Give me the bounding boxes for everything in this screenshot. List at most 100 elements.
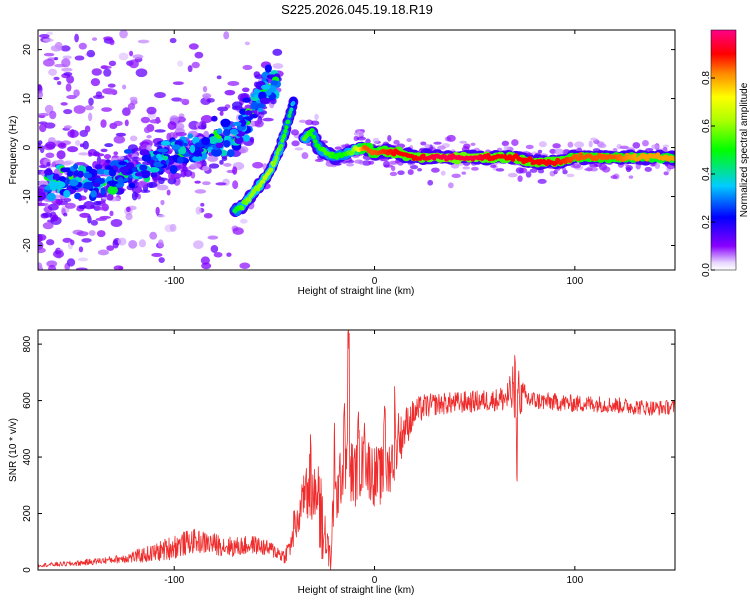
spectrogram-noise-blob	[70, 129, 75, 138]
spectrogram-halo-blob	[56, 150, 66, 160]
spectrogram-halo-blob	[254, 119, 264, 128]
spectrogram-ridge-blob	[67, 171, 73, 177]
spectrogram-noise-blob	[43, 52, 55, 57]
spectrogram-halo-blob	[219, 110, 224, 116]
spectrogram-noise-blob	[113, 265, 124, 270]
spectrogram-ridge-blob	[189, 144, 196, 154]
spectrogram-noise-blob	[90, 78, 101, 87]
spectrogram-noise-blob	[135, 68, 148, 78]
spectrogram-ridge-blob	[94, 177, 106, 185]
spectrogram-x-tick-label: -100	[164, 276, 184, 287]
spectrogram-halo-blob	[644, 166, 652, 172]
spectrogram-noise-blob	[239, 262, 251, 269]
spectrogram-noise-blob	[112, 239, 119, 249]
spectrogram-noise-blob	[88, 230, 96, 236]
spectrogram-noise-blob	[108, 60, 117, 67]
spectrogram-noise-blob	[107, 83, 116, 88]
spectrogram-halo-blob	[134, 192, 139, 198]
spectrogram-ridge-blob	[169, 164, 178, 174]
spectrogram-halo-blob	[202, 165, 210, 172]
spectrogram-noise-blob	[42, 222, 54, 230]
spectrogram-noise-blob	[132, 54, 144, 60]
spectrogram-flat-ridge-blob	[311, 134, 317, 140]
spectrogram-ridge-blob	[264, 64, 272, 73]
spectrogram-halo-blob	[628, 175, 634, 179]
spectrogram-halo-blob	[393, 139, 400, 145]
spectrogram-noise-blob	[151, 252, 163, 258]
spectrogram-halo-blob	[511, 139, 519, 147]
spectrogram-ridge-blob	[60, 167, 69, 173]
spectrogram-ridge-blob	[156, 153, 162, 159]
spectrogram-halo-blob	[356, 136, 367, 141]
spectrogram-noise-blob	[242, 64, 253, 71]
spectrogram-steep-ridge-blob	[247, 197, 252, 203]
spectrogram-noise-blob	[42, 38, 54, 42]
spectrogram-ridge-blob	[56, 181, 66, 188]
spectrogram-noise-blob	[216, 75, 222, 80]
spectrogram-ridge-blob	[259, 97, 271, 105]
spectrogram-noise-blob	[194, 189, 207, 194]
spectrogram-noise-blob	[125, 212, 133, 221]
spectrogram-noise-blob	[200, 202, 205, 207]
spectrogram-noise-blob	[210, 245, 219, 253]
spectrogram-halo-blob	[525, 144, 534, 150]
spectrogram-halo-blob	[87, 149, 98, 156]
spectrogram-noise-blob	[61, 58, 71, 68]
snr-x-tick-label: 0	[372, 575, 378, 586]
spectrogram-halo-blob	[291, 140, 300, 147]
spectrogram-noise-blob	[200, 256, 210, 265]
spectrogram-halo-blob	[115, 132, 127, 137]
spectrogram-halo-blob	[57, 142, 67, 149]
spectrogram-halo-blob	[406, 138, 412, 143]
spectrogram-halo-blob	[80, 176, 86, 181]
spectrogram-noise-blob	[106, 245, 115, 251]
spectrogram-ridge-blob	[107, 185, 118, 195]
spectrogram-noise-blob	[76, 231, 89, 237]
spectrogram-noise-blob	[61, 67, 73, 72]
spectrogram-halo-blob	[189, 163, 202, 169]
spectrogram-noise-blob	[155, 206, 160, 216]
spectrogram-noise-blob	[100, 119, 107, 128]
spectrogram-noise-blob	[118, 52, 129, 61]
spectrogram-ridge-blob	[255, 103, 266, 109]
spectrogram-halo-blob	[572, 163, 582, 169]
spectrogram-ridge-blob	[63, 189, 71, 198]
spectrogram-halo-blob	[51, 214, 59, 222]
spectrogram-steep-ridge-blob	[256, 187, 261, 192]
spectrogram-halo-blob	[314, 113, 319, 121]
spectrogram-halo-blob	[219, 159, 224, 165]
spectrogram-ridge-blob	[249, 114, 259, 119]
spectrogram-noise-blob	[81, 238, 92, 243]
spectrogram-halo-blob	[447, 182, 454, 189]
spectrogram-halo-blob	[651, 144, 660, 150]
spectrogram-ridge-blob	[103, 169, 111, 176]
spectrogram-ridge-blob	[244, 110, 253, 116]
spectrogram-noise-blob	[194, 51, 204, 59]
spectrogram-halo-blob	[424, 144, 431, 149]
spectrogram-noise-blob	[38, 247, 46, 254]
spectrogram-halo-blob	[113, 151, 119, 156]
spectrogram-ridge-blob	[69, 179, 79, 187]
snr-panel: -100 0 100 0 200 400 600 800 Height of straigh…	[8, 329, 676, 596]
spectrogram-y-tick-label: -10	[22, 189, 33, 204]
colorbar-tick-label: 0.0	[701, 263, 712, 277]
spectrogram-flat-ridge-blob	[309, 127, 315, 133]
spectrogram-ridge-blob	[222, 129, 231, 136]
spectrogram-ridge-blob	[125, 162, 135, 169]
spectrogram-ridge-blob	[77, 170, 84, 178]
spectrogram-ridge-blob	[215, 142, 224, 149]
spectrogram-halo-blob	[231, 105, 243, 111]
spectrogram-steep-ridge-blob	[283, 128, 288, 134]
spectrogram-flat-ridge-blob	[312, 139, 318, 144]
spectrogram-halo-blob	[471, 166, 479, 171]
snr-x-tick-label: -100	[164, 575, 184, 586]
spectrogram-halo-blob	[99, 159, 105, 163]
spectrogram-halo-blob	[552, 143, 561, 149]
snr-y-ticks: 0 200 400 600 800	[22, 335, 675, 573]
spectrogram-halo-blob	[346, 163, 355, 167]
spectrogram-halo-blob	[96, 206, 109, 211]
spectrogram-noise-blob	[160, 199, 165, 206]
spectrogram-noise-blob	[262, 117, 274, 122]
spectrogram-ridge-blob	[72, 163, 79, 170]
spectrogram-ridge-blob	[208, 136, 218, 145]
